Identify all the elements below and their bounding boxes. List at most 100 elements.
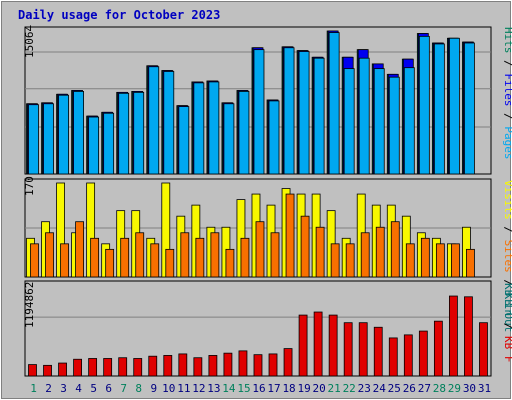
- bar-pages: [163, 71, 175, 175]
- bar-pages: [388, 76, 400, 175]
- bar-kb-f: [403, 334, 413, 377]
- panel-top: [24, 26, 492, 175]
- bar-kb-f: [103, 358, 113, 377]
- bar-kb-f: [343, 322, 353, 377]
- x-tick-label: 21: [328, 382, 341, 395]
- bar-sites: [375, 226, 385, 278]
- side-legend-part: /: [502, 107, 512, 127]
- bar-sites: [30, 243, 39, 278]
- x-tick-label: 30: [463, 382, 476, 395]
- x-tick-label: 4: [75, 382, 82, 395]
- y-max-label-bottom: 1194862: [23, 282, 36, 328]
- x-tick-label: 8: [135, 382, 142, 395]
- side-legend-part: Hits: [502, 27, 512, 54]
- side-legend-part: KB F: [502, 336, 512, 363]
- bar-kb-f: [253, 354, 263, 377]
- bar-kb-f: [433, 320, 443, 377]
- bar-pages: [43, 103, 54, 175]
- bar-kb-f: [268, 353, 278, 377]
- bar-sites: [105, 248, 115, 278]
- bar-pages: [178, 106, 190, 175]
- bar-sites: [225, 248, 235, 278]
- side-legend-top: Hits / Files / Pages: [502, 27, 512, 160]
- x-tick-label: 20: [313, 382, 326, 395]
- bar-pages: [133, 91, 145, 175]
- bar-sites: [255, 221, 265, 278]
- bar-kb-f: [298, 314, 308, 377]
- panel-bottom: [24, 280, 492, 377]
- bar-kb-f: [283, 348, 293, 377]
- bar-sites: [315, 226, 325, 278]
- bar-kb-f: [133, 358, 143, 377]
- x-tick-label: 10: [162, 382, 175, 395]
- side-legend-part: /: [502, 54, 512, 74]
- bar-sites: [120, 237, 130, 278]
- x-tick-label: 9: [150, 382, 157, 395]
- bar-pages: [148, 66, 160, 175]
- bar-sites: [451, 243, 460, 278]
- x-tick-label: 24: [373, 382, 387, 395]
- side-legend-part: Visits: [502, 180, 512, 220]
- x-tick-label: 26: [403, 382, 416, 395]
- side-legend-part: Pages: [502, 126, 512, 159]
- side-legend-part: Sites: [502, 240, 512, 273]
- panel-middle: [24, 178, 492, 278]
- bar-pages: [403, 67, 415, 175]
- x-tick-label: 15: [237, 382, 250, 395]
- bar-sites: [420, 237, 430, 278]
- side-legend-part: KB In: [502, 283, 512, 316]
- bar-kb-f: [479, 322, 488, 377]
- bar-pages: [298, 51, 310, 175]
- bar-sites: [330, 243, 340, 278]
- bar-pages: [223, 103, 235, 175]
- bar-pages: [238, 91, 250, 175]
- bar-kb-f: [328, 314, 338, 377]
- side-legend-part: /: [502, 220, 512, 240]
- bar-kb-f: [388, 337, 398, 377]
- x-tick-label: 17: [267, 382, 280, 395]
- bar-kb-f: [313, 311, 323, 377]
- bar-sites: [195, 237, 205, 278]
- bar-sites: [60, 243, 69, 278]
- side-legend-part: KB Out: [502, 293, 512, 333]
- bar-kb-f: [193, 357, 203, 377]
- bar-kb-f: [208, 355, 218, 377]
- side-legend-part: /: [502, 273, 512, 293]
- bar-pages: [28, 104, 39, 175]
- bar-sites: [90, 237, 100, 278]
- bar-sites: [150, 243, 160, 278]
- x-tick-label: 31: [478, 382, 491, 395]
- bar-sites: [135, 232, 145, 278]
- y-max-label-middle: 170: [23, 176, 36, 196]
- x-tick-label: 23: [358, 382, 371, 395]
- bar-kb-f: [464, 296, 473, 377]
- x-tick-label: 11: [177, 382, 190, 395]
- bar-pages: [343, 68, 355, 175]
- x-tick-label: 1: [30, 382, 37, 395]
- bar-sites: [466, 248, 475, 278]
- x-tick-label: 12: [192, 382, 205, 395]
- bar-pages: [88, 116, 100, 175]
- x-tick-label: 13: [207, 382, 220, 395]
- bar-pages: [433, 43, 445, 175]
- bar-sites: [180, 232, 190, 278]
- bar-kb-f: [163, 355, 173, 377]
- bar-sites: [435, 243, 445, 278]
- bar-pages: [358, 57, 370, 175]
- side-legend-middle: Visits / Sites / KB Out: [502, 180, 512, 332]
- bar-kb-f: [148, 355, 158, 377]
- x-tick-label: 7: [120, 382, 127, 395]
- bar-kb-f: [43, 364, 52, 377]
- bar-kb-f: [358, 322, 368, 377]
- bar-kb-f: [73, 358, 82, 377]
- bar-kb-f: [88, 358, 98, 377]
- bar-pages: [193, 82, 205, 175]
- bar-sites: [360, 232, 370, 278]
- bar-pages: [73, 91, 84, 175]
- bar-pages: [464, 42, 475, 175]
- bar-pages: [118, 92, 130, 175]
- bar-sites: [405, 243, 415, 278]
- x-tick-label: 6: [105, 382, 112, 395]
